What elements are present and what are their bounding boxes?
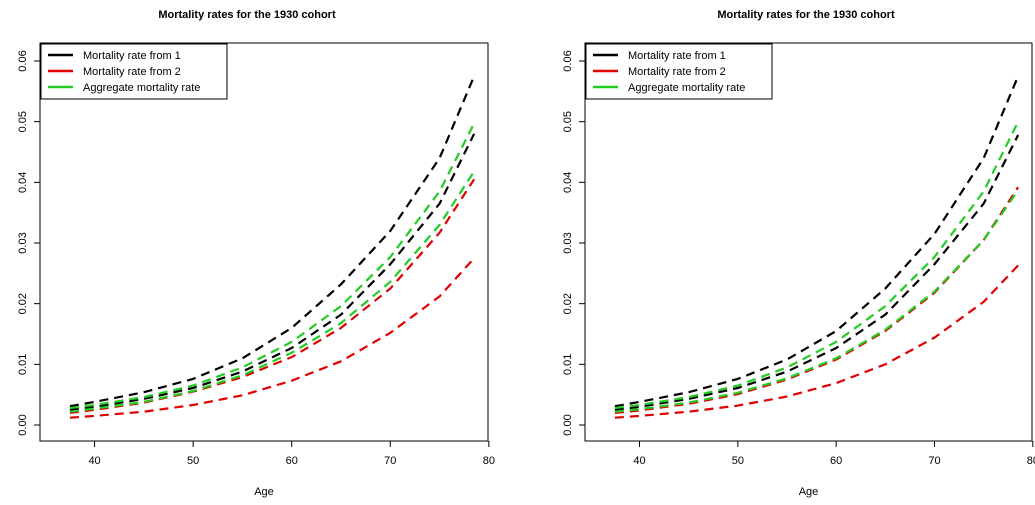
series-line-2 <box>69 133 476 411</box>
legend: Mortality rate from 1 Mortality rate from… <box>585 43 773 100</box>
y-tick-label: 0.00 <box>17 414 29 435</box>
legend-label: Aggregate mortality rate <box>628 82 745 94</box>
x-tick-label: 80 <box>483 455 495 467</box>
legend: Mortality rate from 1 Mortality rate from… <box>40 43 228 100</box>
series-line-5 <box>69 123 476 410</box>
y-tick-label: 0.06 <box>562 50 574 71</box>
legend-label: Mortality rate from 2 <box>83 66 181 78</box>
x-tick-label: 50 <box>732 455 744 467</box>
y-tick-label: 0.00 <box>562 414 574 435</box>
series-line-6 <box>69 170 476 413</box>
x-tick-label: 40 <box>633 455 645 467</box>
series-line-3 <box>614 186 1020 414</box>
legend-box <box>40 43 228 100</box>
x-tick-label: 60 <box>830 455 842 467</box>
y-tick-label: 0.04 <box>17 172 29 193</box>
series-line-2 <box>614 134 1020 411</box>
legend-label: Mortality rate from 2 <box>628 66 726 78</box>
x-tick-label: 80 <box>1027 455 1035 467</box>
series-line-1 <box>614 75 1020 408</box>
x-axis-label: Age <box>254 486 274 498</box>
y-tick-label: 0.05 <box>17 111 29 132</box>
x-tick-label: 60 <box>286 455 298 467</box>
x-tick-label: 70 <box>928 455 940 467</box>
y-tick-label: 0.01 <box>17 354 29 375</box>
y-tick-label: 0.04 <box>562 172 574 193</box>
series-line-4 <box>69 257 475 419</box>
y-tick-label: 0.03 <box>17 232 29 253</box>
chart-panel-1: Mortality rates for the 1930 cohort 40 50 6… <box>17 9 495 498</box>
series-line-3 <box>69 178 476 414</box>
chart-title: Mortality rates for the 1930 cohort <box>717 9 895 21</box>
y-tick-label: 0.02 <box>17 293 29 314</box>
legend-label: Aggregate mortality rate <box>83 82 200 94</box>
y-tick-label: 0.03 <box>562 232 574 253</box>
y-tick-label: 0.05 <box>562 111 574 132</box>
series-line-1 <box>69 75 476 408</box>
x-tick-label: 50 <box>187 455 199 467</box>
series-line-5 <box>614 121 1020 410</box>
chart-panel-2: Mortality rates for the 1930 cohort 40 50 6… <box>562 9 1035 498</box>
x-axis-label: Age <box>799 486 819 498</box>
plot-frame <box>584 42 1033 442</box>
legend-label: Mortality rate from 1 <box>628 50 726 62</box>
y-tick-label: 0.02 <box>562 293 574 314</box>
x-tick-label: 40 <box>88 455 100 467</box>
series-line-4 <box>614 264 1019 419</box>
chart-title: Mortality rates for the 1930 cohort <box>158 9 336 21</box>
legend-label: Mortality rate from 1 <box>83 50 181 62</box>
series-line-6 <box>614 189 1020 413</box>
x-tick-label: 70 <box>384 455 396 467</box>
y-tick-label: 0.06 <box>17 50 29 71</box>
plot-frame <box>39 42 489 442</box>
y-tick-label: 0.01 <box>562 354 574 375</box>
